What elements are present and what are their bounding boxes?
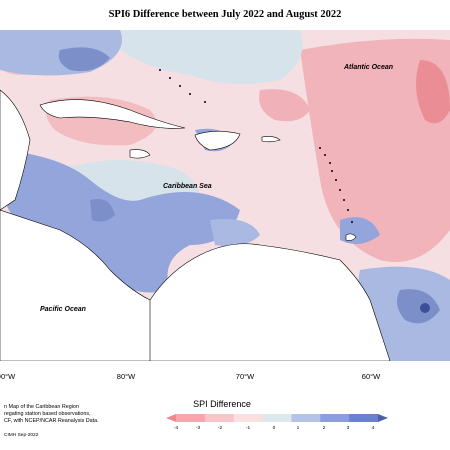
land-hispaniola [194,130,241,151]
longitude-label-90w: 90°W [0,372,16,381]
legend-tick: -2 [217,426,223,431]
legend-colorbar [166,414,388,422]
legend-ticks: -4 -3 -2 -1 0 1 2 3 4 [0,426,450,434]
longitude-label-70w: 70°W [235,372,255,381]
pink-field-atlantic [300,38,450,262]
legend-tick: -4 [173,426,179,431]
legend-swatch [233,414,263,422]
dark-pink-field [416,60,450,124]
legend-swatch [291,414,321,422]
legend-swatch [176,414,206,422]
legend-swatch [349,414,379,422]
longitude-label-80w: 80°W [116,372,136,381]
legend-tick: 3 [346,426,350,431]
darkblue-field-caribbean [90,199,115,222]
land-puerto-rico [261,136,281,143]
pacific-ocean-label: Pacific Ocean [40,306,86,313]
darkblue-field-gulf [58,47,110,72]
atlantic-ocean-label: Atlantic Ocean [344,64,394,71]
blue-field-venezuela [210,219,260,247]
legend-swatch [204,414,235,422]
land-cuba [39,99,186,129]
map-area [0,30,450,361]
legend-swatch [262,414,292,422]
description-line-3: CF, with NCEP/NCAR Reanalysis Data. [4,418,99,424]
legend-title: SPI Difference [193,399,251,409]
lesser-antilles-islands [159,69,353,223]
map-title: SPI6 Difference between July 2022 and Au… [108,9,342,20]
land-trinidad [345,233,357,241]
description-line-1: n Map of the Caribbean Region [4,404,79,410]
land-jamaica [129,149,151,159]
legend-arrow-high [378,414,388,422]
legend-tick: 2 [322,426,326,431]
pink-field-puertorico [259,89,310,122]
legend-arrow-low [166,414,176,422]
legend-tick: -3 [195,426,201,431]
lightblue-field-north [120,30,303,84]
legend-tick: 4 [371,426,375,431]
land-yucatan [0,89,31,211]
caribbean-sea-label: Caribbean Sea [163,183,212,190]
land-south-america [149,243,391,361]
deepblue-spot [420,303,430,313]
darkblue-field-guianas [396,289,440,324]
legend-tick: 0 [272,426,276,431]
credit-text: CIMH Sep-2022 [4,433,39,438]
legend-tick: 1 [296,426,300,431]
legend-swatch [320,414,350,422]
longitude-label-60w: 60°W [361,372,381,381]
spi-map [0,30,450,361]
description-line-2: regating station based observations, [4,411,91,417]
legend-tick: -1 [245,426,251,431]
blue-field-caribbean [0,150,240,293]
